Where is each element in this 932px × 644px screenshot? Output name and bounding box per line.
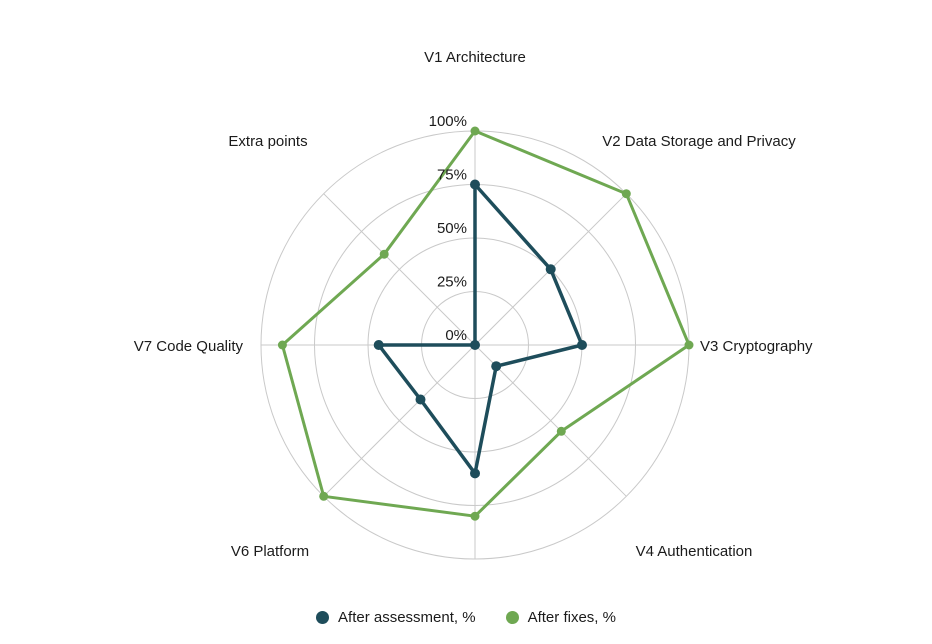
data-point-after-fixes <box>379 249 389 259</box>
data-point-after-assessment <box>577 340 587 350</box>
axis-spoke <box>323 193 476 346</box>
data-point-after-fixes <box>470 126 480 136</box>
data-point-after-fixes <box>621 189 631 199</box>
tick-label: 25% <box>437 274 467 291</box>
tick-label: 50% <box>437 220 467 237</box>
legend-item-after-assessment[interactable]: After assessment, % <box>316 609 476 626</box>
axis-label-3: V3 Cryptography <box>700 338 813 355</box>
legend-label: After fixes, % <box>527 609 616 626</box>
data-point-after-assessment <box>470 468 480 479</box>
tick-label: 0% <box>445 327 467 344</box>
axis-label-1: V1 Architecture <box>424 49 526 66</box>
chart-legend: After assessment, % After fixes, % <box>0 609 932 626</box>
series-after-assessment-line <box>376 182 584 476</box>
data-point-after-assessment <box>491 361 502 372</box>
data-point-after-assessment <box>373 340 384 350</box>
axis-label-2: V2 Data Storage and Privacy <box>602 133 796 150</box>
legend-dot-after-fixes <box>505 611 519 624</box>
data-point-after-fixes <box>470 511 480 521</box>
legend-item-after-fixes[interactable]: After fixes, % <box>505 609 616 626</box>
data-point-after-assessment <box>415 394 426 405</box>
legend-label: After assessment, % <box>338 609 476 626</box>
data-point-after-fixes <box>556 426 566 436</box>
axis-label-4: V4 Authentication <box>636 543 753 560</box>
data-point-after-assessment <box>545 264 556 275</box>
tick-label: 75% <box>437 167 467 184</box>
axis-spoke <box>323 344 476 497</box>
axis-label-8: Extra points <box>228 133 307 150</box>
tick-label: 100% <box>429 113 467 130</box>
legend-dot-after-assessment <box>316 611 330 624</box>
axis-label-7: V7 Code Quality <box>134 338 244 355</box>
data-point-after-fixes <box>319 491 329 501</box>
series-after-fixes-line <box>280 129 691 518</box>
data-point-after-fixes <box>277 340 287 350</box>
axis-spoke <box>474 344 627 497</box>
axis-label-6: V6 Platform <box>231 543 309 560</box>
data-point-after-assessment <box>470 179 480 190</box>
data-point-after-assessment <box>470 340 480 350</box>
data-point-after-fixes <box>684 340 694 350</box>
